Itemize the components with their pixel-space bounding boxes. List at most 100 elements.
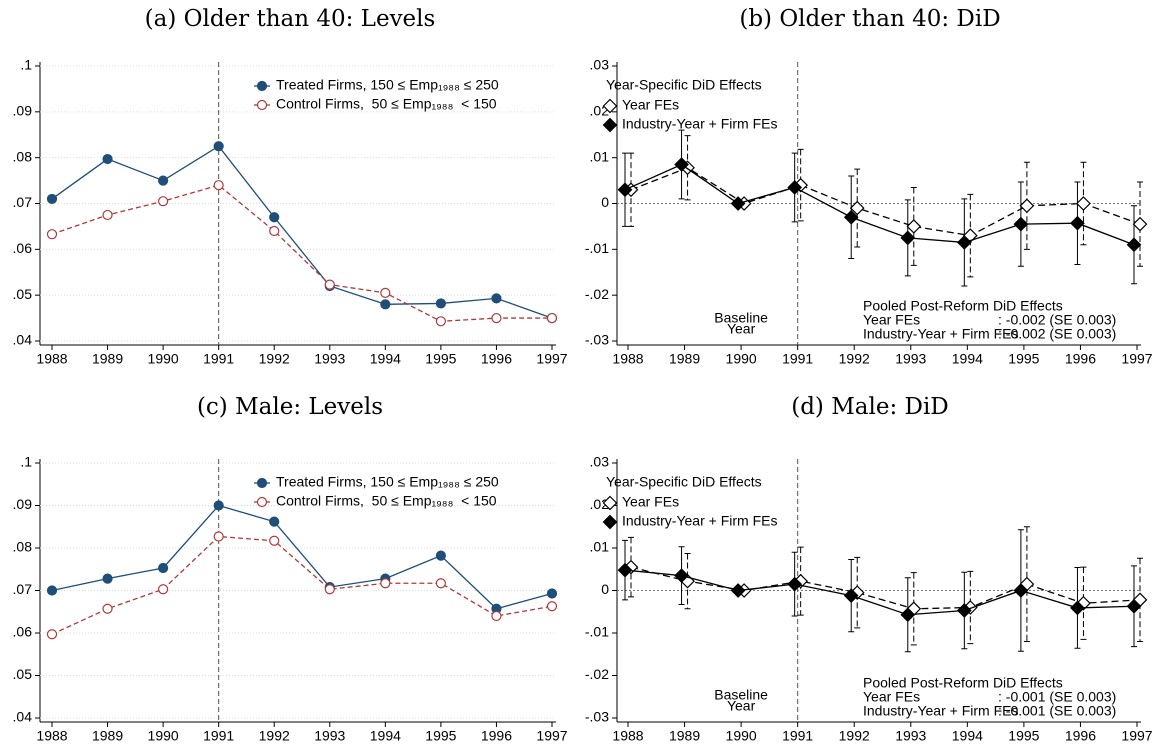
chart-panel: (c) Male: Levels .04 .05 .06 .07 .08 .09 .1 1988… [13, 394, 568, 744]
diamond-marker [1076, 196, 1091, 211]
diamond-marker [1132, 216, 1148, 232]
x-tick-label: 1996 [1065, 728, 1096, 744]
pooled-title: Pooled Post-Reform DiD Effects [863, 675, 1063, 691]
y-tick-label: .09 [13, 103, 33, 119]
y-tick-label: .08 [13, 539, 33, 555]
diamond-marker [900, 230, 916, 246]
y-tick-label: -.02 [585, 286, 609, 302]
x-tick-label: 1988 [612, 351, 643, 367]
circle-marker [546, 601, 558, 612]
diamond-marker [1070, 215, 1085, 231]
circle-marker [46, 629, 58, 640]
error-bar [797, 546, 804, 616]
circle-marker [213, 531, 224, 542]
series-line [51, 184, 552, 322]
pooled-label: Year FEs [863, 689, 920, 705]
x-tick-label: 1995 [1008, 728, 1039, 744]
chart-panel: (a) Older than 40: Levels .04 .05 .06 .07 .08… [13, 6, 568, 367]
y-tick-label: .04 [13, 709, 33, 725]
legend-marker [602, 495, 618, 511]
legend-label: Treated Firms, 150 ≤ Emp₁₉₈₈ ≤ 250 [276, 474, 499, 490]
circle-marker [435, 298, 446, 309]
x-tick-label: 1992 [839, 351, 870, 367]
diamond-marker [956, 235, 972, 250]
y-tick-label: .01 [590, 539, 610, 555]
legend-marker [256, 99, 268, 111]
series-line [624, 569, 1135, 616]
x-tick-label: 1991 [782, 351, 813, 367]
legend-marker [256, 80, 268, 92]
y-tick-label: .07 [13, 194, 33, 210]
x-tick-label: 1997 [536, 728, 567, 744]
x-tick-label: 1989 [92, 728, 123, 744]
circle-marker [269, 212, 280, 223]
diamond-marker [674, 157, 689, 172]
diamond-marker [849, 200, 865, 216]
y-tick-label: .1 [20, 57, 32, 73]
panel-title: (b) Older than 40: DiD [739, 6, 1000, 32]
y-tick-label: .07 [13, 581, 33, 597]
error-bar [854, 556, 861, 629]
series-line [51, 145, 553, 319]
diamond-marker [617, 562, 633, 578]
legend-label: Industry-Year + Firm FEs [622, 116, 777, 132]
pooled-value: : -0.001 (SE 0.003) [998, 689, 1116, 705]
x-tick-label: 1989 [669, 351, 700, 367]
y-tick-label: -.03 [585, 709, 609, 725]
panel-title: (c) Male: Levels [197, 394, 383, 420]
x-tick-label: 1996 [481, 728, 512, 744]
circle-marker [102, 153, 113, 165]
x-tick-label: 1990 [726, 728, 757, 744]
legend-title: Year-Specific DiD Effects [606, 474, 762, 490]
series-line [51, 535, 553, 635]
y-tick-label: .09 [13, 496, 33, 512]
x-tick-label: 1990 [148, 728, 179, 744]
circle-marker [491, 293, 502, 304]
y-tick-label: 0 [601, 581, 609, 597]
x-tick-label: 1994 [952, 351, 983, 367]
y-tick-label: 0 [601, 194, 609, 210]
circle-marker [213, 500, 224, 511]
x-tick-label: 1997 [1121, 728, 1152, 744]
diamond-marker [730, 196, 746, 211]
x-tick-label: 1994 [952, 728, 983, 744]
x-tick-label: 1991 [203, 728, 234, 744]
pooled-label: Industry-Year + Firm FEs [863, 326, 1018, 342]
x-tick-label: 1994 [370, 351, 401, 367]
diamond-marker [787, 576, 803, 592]
circle-marker [324, 279, 335, 290]
diamond-marker [1126, 237, 1142, 253]
circle-marker [491, 610, 502, 622]
diamond-marker [843, 209, 859, 225]
circle-marker [46, 193, 58, 205]
legend-label: Year FEs [622, 97, 679, 113]
pooled-value: : -0.002 (SE 0.003) [998, 312, 1116, 328]
circle-marker [158, 175, 169, 186]
circle-marker [46, 229, 58, 240]
y-tick-label: .01 [590, 148, 610, 164]
y-tick-label: .04 [13, 332, 33, 348]
legend-marker [602, 514, 618, 530]
chart-panel: (d) Male: DiD -.03 -.02 -.01 0 .01 .02 .03 1988 1… [585, 394, 1153, 744]
y-tick-label: -.03 [585, 332, 609, 348]
legend-title: Year-Specific DiD Effects [606, 77, 762, 93]
series-line [51, 504, 553, 610]
circle-marker [158, 584, 169, 595]
x-tick-label: 1995 [425, 351, 456, 367]
diamond-marker [1019, 198, 1035, 214]
circle-marker [380, 299, 391, 310]
legend-marker [256, 477, 268, 489]
x-tick-label: 1996 [1065, 351, 1096, 367]
y-tick-label: .05 [13, 666, 33, 682]
x-tick-label: 1991 [782, 728, 813, 744]
pooled-value: : -0.002 (SE 0.003) [998, 326, 1116, 342]
x-tick-label: 1988 [36, 351, 67, 367]
circle-marker [324, 584, 335, 595]
diamond-marker [787, 180, 803, 195]
y-tick-label: .02 [590, 496, 610, 512]
x-tick-label: 1992 [259, 728, 290, 744]
legend-label: Year FEs [622, 494, 679, 510]
x-tick-label: 1993 [895, 728, 926, 744]
circle-marker [269, 225, 280, 237]
circle-marker [435, 316, 446, 327]
